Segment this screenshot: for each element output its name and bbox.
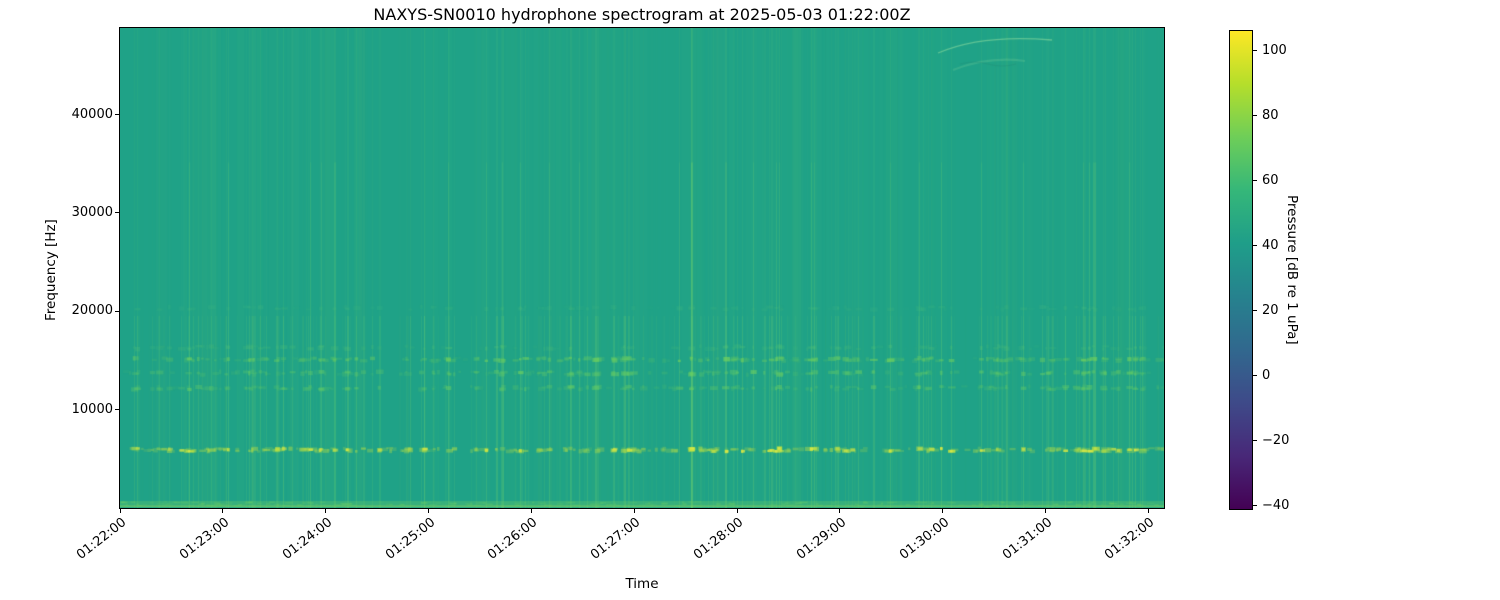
y-tick-mark — [115, 310, 119, 312]
colorbar-tick-label: 80 — [1262, 107, 1279, 123]
x-tick-mark — [1045, 509, 1046, 513]
spectrogram-heatmap — [120, 28, 1164, 508]
colorbar-tick-label: 100 — [1262, 42, 1287, 58]
y-tick-mark — [115, 409, 119, 411]
colorbar-tick-label: 0 — [1262, 367, 1271, 383]
x-tick-mark — [1147, 509, 1149, 513]
x-tick-label: 01:22:00 — [73, 515, 130, 563]
spectrogram-plot — [119, 27, 1165, 509]
colorbar-tick-label: 20 — [1262, 302, 1279, 318]
y-tick-mark — [115, 114, 119, 116]
colorbar-tick-mark — [1253, 50, 1257, 51]
colorbar-tick-label: −20 — [1262, 432, 1290, 448]
x-tick-mark — [633, 509, 635, 513]
x-tick-mark — [736, 509, 738, 513]
y-tick-mark — [115, 212, 119, 214]
colorbar-gradient — [1229, 30, 1253, 510]
x-tick-mark — [530, 509, 532, 513]
y-tick-label: 20000 — [71, 303, 113, 319]
x-tick-mark — [428, 509, 429, 513]
x-tick-mark — [839, 509, 841, 513]
chart-title: NAXYS-SN0010 hydrophone spectrogram at 2… — [373, 5, 911, 24]
colorbar-tick-mark — [1253, 245, 1257, 247]
x-tick-mark — [325, 509, 327, 513]
colorbar-tick-mark — [1253, 115, 1257, 116]
colorbar-tick-label: 40 — [1262, 237, 1279, 253]
y-tick-label: 10000 — [71, 401, 113, 417]
colorbar-tick-mark — [1253, 505, 1257, 507]
y-tick-label: 40000 — [71, 106, 113, 122]
colorbar-tick-mark — [1253, 310, 1257, 312]
x-tick-mark — [222, 509, 224, 513]
x-tick-mark — [942, 509, 944, 513]
colorbar-label: Pressure [dB re 1 uPa] — [1284, 195, 1300, 345]
x-tick-mark — [119, 509, 121, 513]
x-axis-label: Time — [625, 576, 659, 592]
colorbar-tick-mark — [1253, 375, 1257, 377]
colorbar-tick-label: −40 — [1262, 497, 1290, 513]
colorbar-tick-label: 60 — [1262, 172, 1279, 188]
y-tick-label: 30000 — [71, 204, 113, 220]
colorbar-tick-mark — [1253, 180, 1257, 182]
y-axis-label: Frequency [Hz] — [43, 219, 59, 321]
colorbar-tick-mark — [1253, 440, 1257, 442]
